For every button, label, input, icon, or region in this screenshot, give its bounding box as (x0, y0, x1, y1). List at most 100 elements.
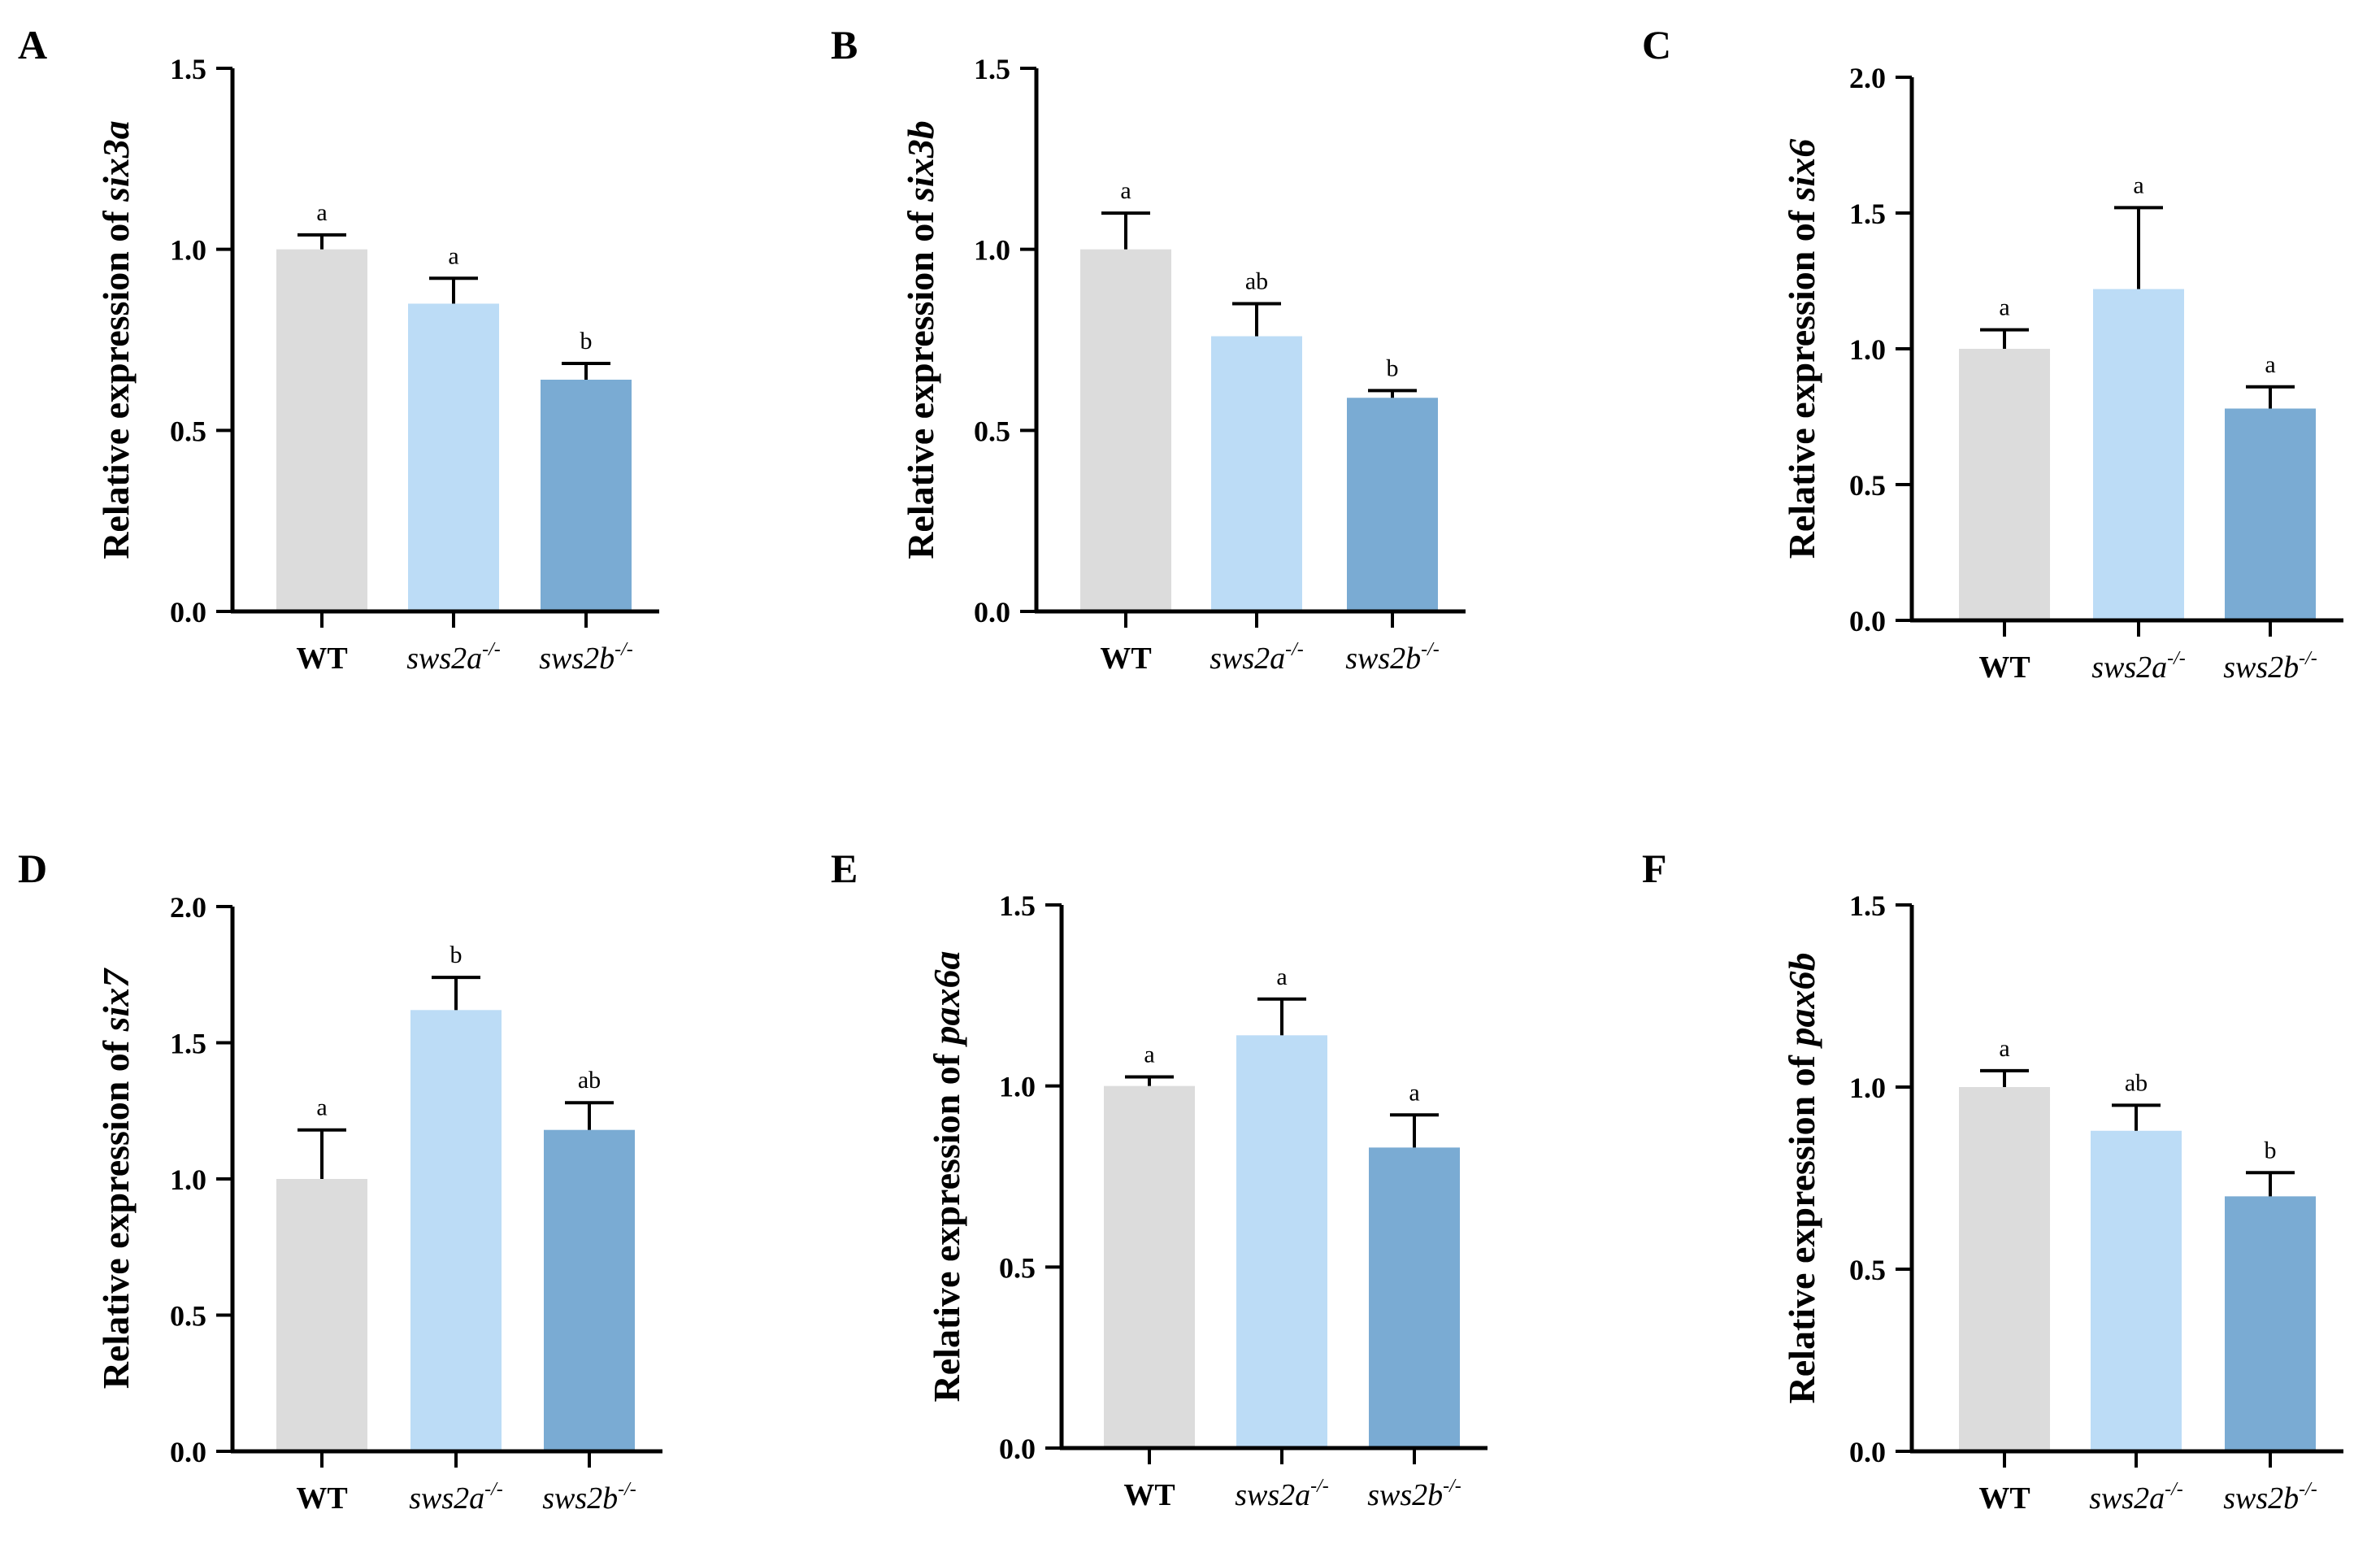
category-superscript: -/- (1443, 1476, 1461, 1497)
bar-sws2b (541, 379, 632, 611)
category-name: sws2b (542, 1481, 618, 1516)
bar-sws2a (408, 303, 499, 611)
y-tick-label: 0.5 (999, 1251, 1036, 1284)
y-tick-label: 1.5 (170, 53, 206, 85)
category-superscript: -/- (618, 1479, 636, 1500)
category-name: WT (296, 1481, 347, 1516)
y-label-gene: six3b (900, 120, 941, 202)
panel-letter: D (18, 846, 47, 891)
y-tick-label: 1.5 (974, 53, 1010, 85)
y-label-prefix: Relative expression of (95, 1031, 137, 1389)
significance-label: a (1999, 294, 2009, 321)
category-name: WT (1123, 1478, 1175, 1512)
y-tick-label: 0.5 (974, 415, 1010, 447)
panel-letter: E (831, 846, 858, 891)
category-superscript: -/- (1310, 1476, 1329, 1497)
category-superscript: -/- (1421, 639, 1440, 660)
significance-label: ab (2125, 1069, 2148, 1096)
y-label-prefix: Relative expression of (1781, 1046, 1822, 1404)
significance-label: a (1144, 1042, 1154, 1068)
category-name: sws2b (2223, 1481, 2299, 1516)
y-tick-label: 0.0 (1849, 605, 1886, 637)
x-tick-label: WT (1978, 1481, 2030, 1516)
y-tick-label: 1.5 (170, 1028, 206, 1060)
significance-label: ab (578, 1067, 601, 1094)
y-tick-label: 0.5 (170, 1300, 206, 1333)
significance-label: ab (1245, 267, 1268, 294)
x-tick-label: WT (1978, 650, 2030, 685)
y-tick-label: 1.5 (1849, 198, 1886, 230)
category-name: sws2a (2089, 1481, 2165, 1516)
category-name: sws2a (409, 1481, 484, 1516)
x-tick-label: WT (1100, 642, 1151, 676)
category-name: sws2b (1367, 1478, 1443, 1512)
category-name: sws2a (1235, 1478, 1310, 1512)
bar-wt (1959, 1087, 2050, 1451)
significance-label: b (2265, 1137, 2277, 1163)
y-tick-label: 1.5 (999, 889, 1036, 922)
y-tick-label: 1.0 (170, 1163, 206, 1196)
significance-label: a (316, 199, 327, 226)
category-name: sws2b (539, 642, 615, 676)
y-label-gene: six6 (1781, 139, 1822, 202)
x-tick-label: WT (296, 1481, 347, 1516)
y-tick-label: 0.0 (170, 596, 206, 628)
category-name: sws2b (2223, 650, 2299, 685)
panel-letter: F (1642, 846, 1667, 891)
y-tick-label: 1.0 (974, 234, 1010, 267)
bar-wt (1080, 249, 1171, 611)
significance-label: a (2133, 172, 2143, 198)
x-tick-label: WT (296, 642, 347, 676)
category-name: WT (1100, 642, 1151, 676)
significance-label: a (2265, 351, 2275, 378)
panel-letter: A (18, 22, 47, 67)
significance-label: a (1999, 1035, 2009, 1062)
x-tick-label: sws2a-/- (1210, 639, 1304, 676)
bar-wt (276, 1179, 367, 1451)
y-tick-label: 0.0 (999, 1433, 1036, 1465)
y-label-prefix: Relative expression of (900, 202, 941, 559)
category-superscript: -/- (2299, 1479, 2317, 1500)
y-tick-label: 2.0 (170, 891, 206, 924)
category-superscript: -/- (1285, 639, 1304, 660)
bar-sws2b (544, 1129, 635, 1451)
y-tick-label: 0.5 (1849, 1254, 1886, 1286)
panel-letter: C (1642, 22, 1671, 67)
y-tick-label: 0.5 (170, 415, 206, 447)
bar-sws2a (1236, 1035, 1327, 1448)
significance-label: b (450, 942, 463, 968)
y-tick-label: 1.0 (1849, 333, 1886, 366)
category-name: sws2a (1210, 642, 1285, 676)
panel-letter: B (831, 22, 858, 67)
y-label-gene: pax6a (926, 951, 967, 1048)
x-tick-label: sws2b-/- (2223, 648, 2317, 685)
bar-sws2a (2093, 289, 2184, 620)
significance-label: a (1276, 963, 1287, 990)
y-axis-label: Relative expression of six6 (1781, 139, 1822, 559)
y-label-gene: pax6b (1781, 953, 1822, 1050)
significance-label: a (316, 1094, 327, 1121)
y-label-gene: six7 (95, 968, 137, 1033)
y-tick-label: 1.0 (170, 234, 206, 267)
x-tick-label: sws2a-/- (1235, 1476, 1329, 1512)
category-superscript: -/- (2165, 1479, 2183, 1500)
category-superscript: -/- (2299, 648, 2317, 669)
bar-sws2a (410, 1010, 502, 1451)
y-label-prefix: Relative expression of (95, 202, 137, 559)
x-tick-label: sws2b-/- (539, 639, 633, 676)
x-tick-label: sws2a-/- (406, 639, 501, 676)
x-tick-label: sws2a-/- (409, 1479, 503, 1516)
y-tick-label: 0.0 (1849, 1436, 1886, 1468)
x-tick-label: sws2a-/- (2091, 648, 2186, 685)
bar-sws2b (1347, 398, 1438, 611)
y-axis-label: Relative expression of pax6b (1781, 953, 1822, 1404)
x-tick-label: sws2b-/- (2223, 1479, 2317, 1516)
bar-sws2a (2091, 1130, 2182, 1451)
significance-label: b (580, 328, 593, 354)
x-tick-label: sws2b-/- (1345, 639, 1440, 676)
